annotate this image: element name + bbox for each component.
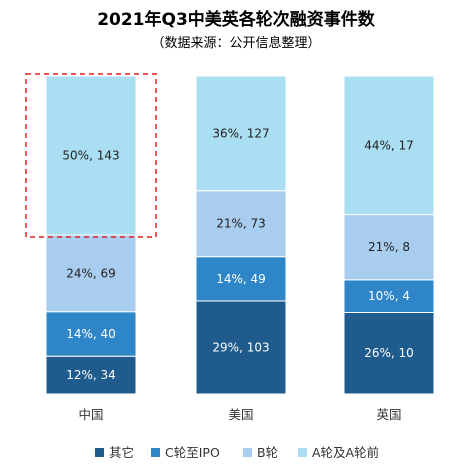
segment-data-label: 21%, 73 (216, 217, 266, 231)
segment-data-label: 26%, 10 (364, 346, 414, 360)
segment-data-label: 50%, 143 (62, 149, 119, 163)
legend: 其它 C轮至IPO B轮 A轮及A轮前 (95, 445, 379, 460)
chart-subtitle: （数据来源：公开信息整理） (151, 35, 320, 51)
segment-data-label: 14%, 49 (216, 272, 266, 286)
bar-segment-0-3 (45, 75, 137, 236)
legend-label: A轮及A轮前 (312, 445, 379, 460)
segment-data-label: 14%, 40 (66, 327, 116, 341)
highlight-box (25, 73, 157, 238)
bar-segment-1-0 (195, 300, 287, 395)
legend-label: B轮 (257, 445, 278, 460)
bar-segment-0-0 (45, 355, 137, 395)
bar-segment-1-1 (195, 256, 287, 302)
bar-segment-2-1 (343, 279, 435, 313)
segment-data-label: 29%, 103 (212, 340, 269, 354)
category-labels: 中国 美国 英国 (78, 407, 401, 422)
bar-segment-2-0 (343, 311, 435, 395)
legend-label: 其它 (109, 445, 134, 460)
legend-label: C轮至IPO (165, 445, 220, 460)
legend-swatch (243, 448, 252, 457)
bar-segment-1-2 (195, 190, 287, 258)
segment-data-label: 21%, 8 (368, 240, 410, 254)
bar-segment-0-1 (45, 311, 137, 357)
legend-swatch (151, 448, 160, 457)
segment-data-label: 24%, 69 (66, 266, 116, 280)
segment-data-label: 36%, 127 (212, 126, 269, 140)
segment-data-label: 44%, 17 (364, 138, 414, 152)
bar-segment-2-3 (343, 75, 435, 216)
bar-segment-1-3 (195, 75, 287, 192)
category-label: 英国 (376, 407, 401, 422)
category-label: 中国 (78, 407, 103, 422)
bars-group: 12%, 34 14%, 40 24%, 69 50%, 143 29%, 103 14%… (25, 73, 435, 395)
legend-swatch (95, 448, 104, 457)
category-label: 美国 (228, 407, 253, 422)
segment-data-label: 10%, 4 (368, 289, 410, 303)
segment-data-label: 12%, 34 (66, 368, 116, 382)
chart-title: 2021年Q3中美英各轮次融资事件数 (97, 9, 376, 30)
legend-swatch (298, 448, 307, 457)
bar-segment-2-2 (343, 214, 435, 281)
